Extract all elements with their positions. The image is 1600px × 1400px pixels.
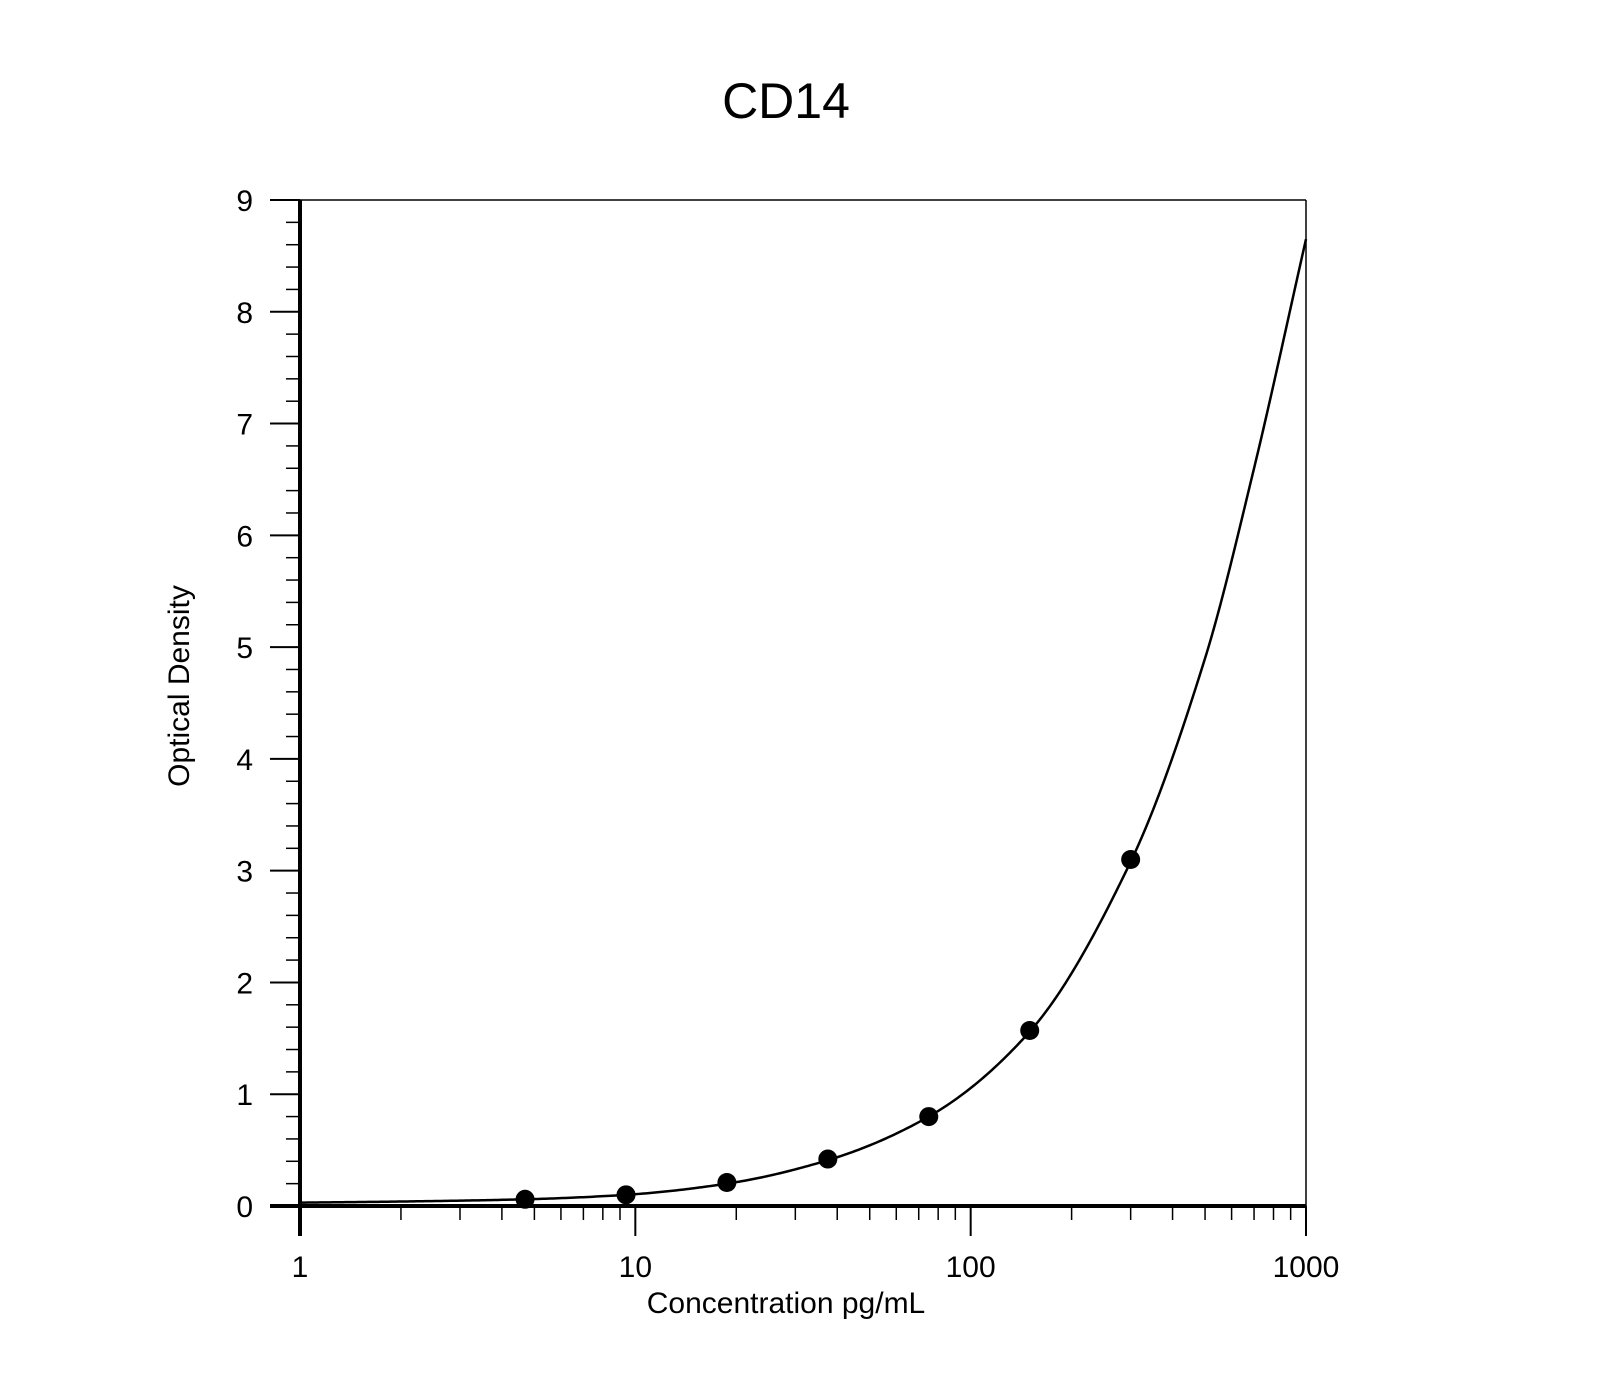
data-point: [515, 1189, 535, 1209]
y-tick-label: 6: [236, 520, 253, 553]
y-tick-label: 1: [236, 1079, 253, 1112]
x-axis-ticks: 1 10 100 1000: [292, 1206, 1340, 1284]
y-tick-label: 8: [236, 297, 253, 330]
y-tick-label: 5: [236, 632, 253, 665]
y-axis-label: Optical Density: [163, 585, 196, 787]
y-tick-label: 9: [236, 185, 253, 218]
data-point: [1020, 1021, 1040, 1041]
x-tick-label: 100: [946, 1251, 996, 1284]
data-point: [616, 1185, 636, 1205]
x-axis-label: Concentration pg/mL: [647, 1287, 926, 1320]
y-axis-ticks: 0 1 2 3 4 5 6 7 8 9: [236, 185, 300, 1224]
x-tick-label: 1: [292, 1251, 309, 1284]
data-point: [1121, 849, 1141, 869]
data-point: [717, 1173, 737, 1193]
data-points-layer: [515, 849, 1141, 1209]
y-tick-label: 4: [236, 744, 253, 777]
plot-frame: [270, 199, 1307, 1236]
fitted-curve-line: [299, 238, 1308, 1204]
data-point: [919, 1107, 939, 1127]
x-tick-label: 1000: [1273, 1251, 1340, 1284]
y-tick-label: 7: [236, 409, 253, 442]
x-tick-label: 10: [619, 1251, 652, 1284]
y-tick-label: 0: [236, 1191, 253, 1224]
chart-title: CD14: [722, 73, 850, 129]
y-tick-label: 3: [236, 856, 253, 889]
fitted-curve-layer: [299, 238, 1308, 1204]
data-point: [818, 1149, 838, 1169]
y-tick-label: 2: [236, 967, 253, 1000]
